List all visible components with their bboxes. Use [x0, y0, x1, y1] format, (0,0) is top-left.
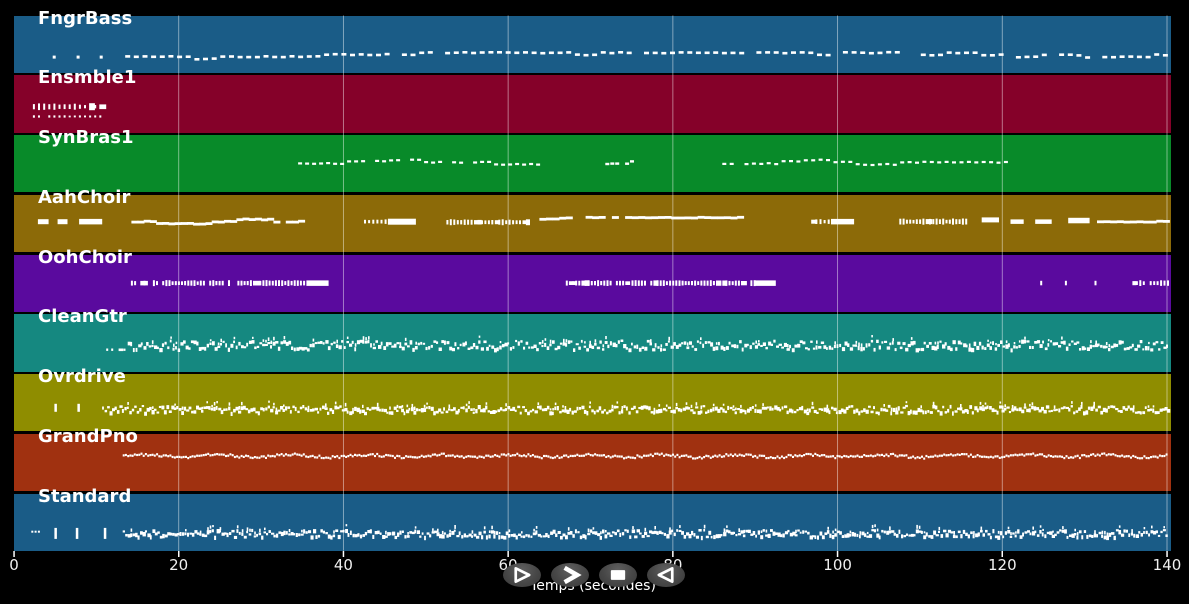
track-label-AahChoir: AahChoir [38, 186, 131, 208]
track-label-CleanGtr: CleanGtr [38, 306, 127, 328]
track-band-SynBras1 [14, 135, 1171, 193]
stop-button[interactable] [599, 563, 637, 587]
rewind-button[interactable] [647, 563, 685, 587]
play-button[interactable] [503, 563, 541, 587]
track-label-Ovrdrive: Ovrdrive [38, 366, 126, 387]
transport-controls [503, 563, 685, 587]
track-band-FngrBass [14, 15, 1171, 73]
x-tick-label-140: 140 [1152, 556, 1182, 574]
rewind-outline-icon [657, 566, 674, 584]
x-tick-label-120: 120 [987, 556, 1017, 574]
x-tick-label-20: 20 [169, 556, 189, 574]
x-tick-label-40: 40 [333, 556, 353, 574]
track-band-Ensmble1 [14, 75, 1171, 133]
stop-icon [610, 570, 626, 580]
track-label-Ensmble1: Ensmble1 [38, 67, 137, 89]
play-outline-icon [514, 566, 531, 584]
track-label-Standard: Standard [38, 485, 132, 507]
track-band-GrandPno [14, 433, 1171, 492]
track-label-SynBras1: SynBras1 [38, 127, 134, 148]
track-label-OohChoir: OohChoir [38, 246, 132, 268]
track-label-GrandPno: GrandPno [38, 425, 138, 447]
track-band-Standard [14, 493, 1171, 551]
x-tick-label-0: 0 [9, 556, 19, 574]
track-band-CleanGtr [14, 314, 1171, 372]
track-label-FngrBass: FngrBass [38, 7, 133, 29]
x-tick-label-100: 100 [823, 556, 852, 574]
fast-forward-icon [563, 565, 582, 585]
fast-forward-button[interactable] [551, 563, 589, 587]
